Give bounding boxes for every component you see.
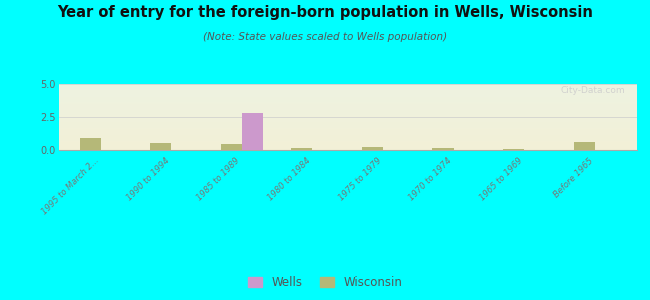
- Bar: [58, 128, 637, 129]
- Bar: [150, 143, 172, 150]
- Bar: [58, 101, 637, 102]
- Bar: [58, 134, 637, 135]
- Bar: [58, 121, 637, 122]
- Bar: [58, 102, 637, 103]
- Text: (Note: State values scaled to Wells population): (Note: State values scaled to Wells popu…: [203, 32, 447, 41]
- Bar: [58, 145, 637, 146]
- Bar: [58, 119, 637, 120]
- Bar: [58, 131, 637, 132]
- Bar: [503, 149, 524, 150]
- Bar: [58, 129, 637, 130]
- Legend: Wells, Wisconsin: Wells, Wisconsin: [243, 272, 407, 294]
- Bar: [58, 144, 637, 145]
- Bar: [58, 112, 637, 113]
- Bar: [58, 86, 637, 87]
- Bar: [80, 138, 101, 150]
- Bar: [58, 137, 637, 138]
- Bar: [58, 99, 637, 100]
- Bar: [58, 117, 637, 118]
- Bar: [58, 133, 637, 134]
- Bar: [58, 93, 637, 94]
- Bar: [58, 120, 637, 121]
- Bar: [58, 111, 637, 112]
- Bar: [58, 114, 637, 115]
- Bar: [58, 107, 637, 108]
- Bar: [58, 110, 637, 111]
- Bar: [58, 116, 637, 117]
- Bar: [58, 98, 637, 99]
- Text: City-Data.com: City-Data.com: [561, 86, 625, 95]
- Bar: [58, 87, 637, 88]
- Bar: [58, 92, 637, 93]
- Bar: [58, 91, 637, 92]
- Bar: [58, 122, 637, 123]
- Bar: [58, 136, 637, 137]
- Bar: [58, 94, 637, 95]
- Bar: [58, 141, 637, 142]
- Bar: [58, 123, 637, 124]
- Bar: [58, 103, 637, 104]
- Bar: [432, 148, 454, 150]
- Bar: [58, 113, 637, 114]
- Bar: [58, 143, 637, 144]
- Bar: [58, 106, 637, 107]
- Bar: [58, 126, 637, 127]
- Bar: [58, 130, 637, 131]
- Bar: [58, 100, 637, 101]
- Bar: [58, 118, 637, 119]
- Bar: [58, 108, 637, 109]
- Bar: [58, 105, 637, 106]
- Bar: [58, 142, 637, 143]
- Bar: [58, 84, 637, 85]
- Bar: [58, 124, 637, 125]
- Bar: [58, 125, 637, 126]
- Bar: [58, 104, 637, 105]
- Bar: [58, 132, 637, 133]
- Bar: [58, 147, 637, 148]
- Text: Year of entry for the foreign-born population in Wells, Wisconsin: Year of entry for the foreign-born popul…: [57, 4, 593, 20]
- Bar: [58, 96, 637, 97]
- Bar: [58, 95, 637, 96]
- Bar: [58, 140, 637, 141]
- Bar: [58, 88, 637, 89]
- Bar: [362, 147, 383, 150]
- Bar: [58, 135, 637, 136]
- Bar: [58, 90, 637, 91]
- Bar: [58, 115, 637, 116]
- Bar: [58, 109, 637, 110]
- Bar: [573, 142, 595, 150]
- Bar: [58, 148, 637, 149]
- Bar: [58, 146, 637, 147]
- Bar: [221, 144, 242, 150]
- Bar: [242, 113, 263, 150]
- Bar: [291, 148, 313, 150]
- Bar: [58, 138, 637, 139]
- Bar: [58, 97, 637, 98]
- Bar: [58, 89, 637, 90]
- Bar: [58, 139, 637, 140]
- Bar: [58, 149, 637, 150]
- Bar: [58, 85, 637, 86]
